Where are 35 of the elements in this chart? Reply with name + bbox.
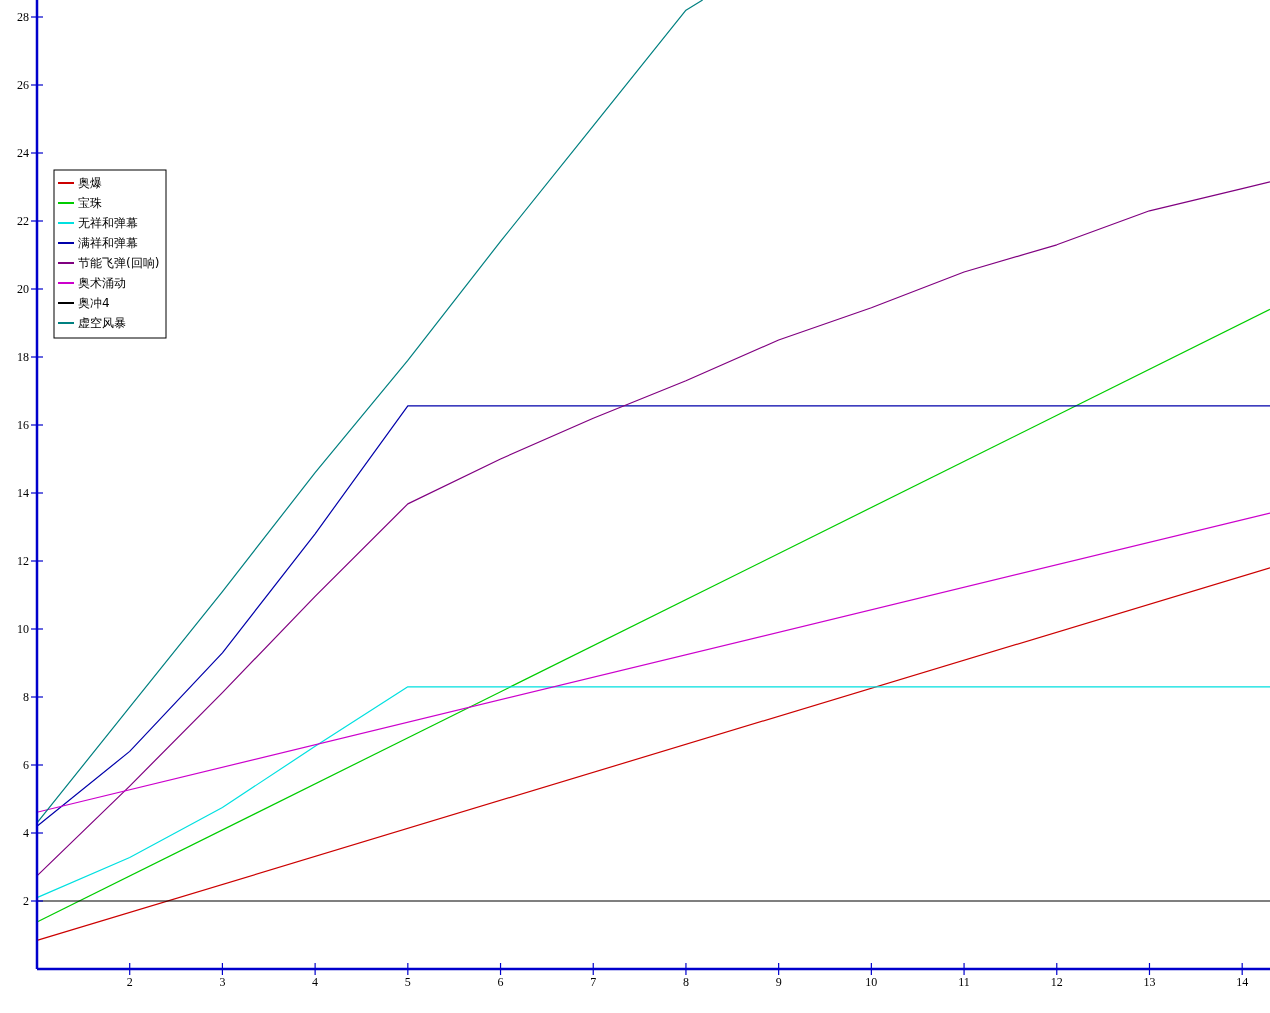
x-tick-label: 4 [312,975,319,989]
x-tick-label: 13 [1143,975,1156,989]
x-tick-label: 2 [126,975,133,989]
y-tick-label: 8 [23,690,29,704]
legend-label: 无祥和弹幕 [78,216,138,230]
y-tick-label: 4 [23,826,29,840]
x-tick-label: 8 [682,975,689,989]
legend-label: 虚空风暴 [78,316,126,330]
x-tick-label: 7 [590,975,597,989]
legend-label: 奥爆 [78,176,102,190]
x-tick-label: 3 [219,975,226,989]
y-tick-label: 24 [17,146,29,160]
legend-label: 满祥和弹幕 [78,236,138,250]
y-tick-label: 26 [17,78,29,92]
x-tick-label: 11 [958,975,970,989]
legend-label: 奥冲4 [78,296,110,310]
y-tick-label: 14 [17,486,29,500]
y-tick-label: 20 [17,282,29,296]
x-tick-label: 10 [865,975,878,989]
y-tick-label: 2 [23,894,29,908]
y-tick-label: 16 [17,418,29,432]
x-tick-label: 14 [1236,975,1249,989]
legend-label: 奥术涌动 [78,276,126,290]
x-tick-label: 9 [775,975,782,989]
legend-label: 节能飞弹(回响) [78,256,160,270]
y-tick-label: 10 [17,622,29,636]
legend-label: 宝珠 [78,196,102,210]
y-tick-label: 22 [17,214,29,228]
y-tick-label: 18 [17,350,29,364]
y-tick-label: 12 [17,554,29,568]
x-tick-label: 5 [404,975,411,989]
y-tick-label: 6 [23,758,29,772]
x-tick-label: 12 [1050,975,1063,989]
y-tick-label: 28 [17,10,29,24]
x-tick-label: 6 [497,975,504,989]
